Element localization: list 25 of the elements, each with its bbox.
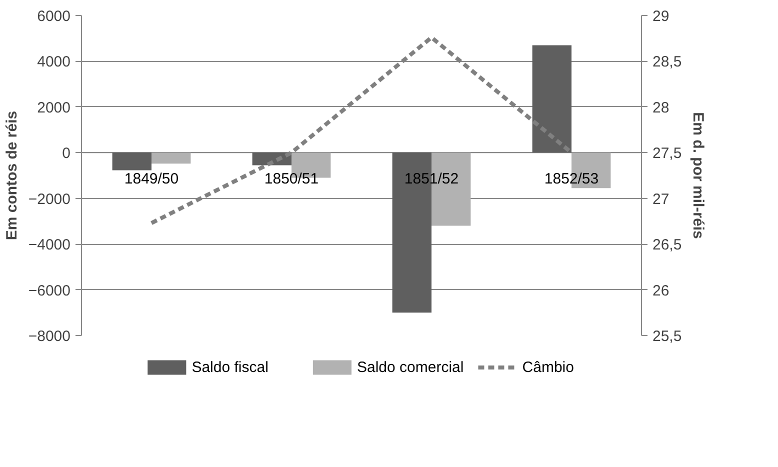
x-tick-label: 1851/52	[404, 170, 459, 188]
y2-tick-label: 26	[652, 282, 670, 300]
x-tick-label: 1850/51	[264, 170, 319, 188]
y2-tick-label: 28,5	[652, 54, 682, 71]
y-tick-label: −2000	[28, 190, 71, 208]
x-tick-label: 1849/50	[124, 170, 179, 188]
y-tick-label: 2000	[37, 99, 71, 116]
y2-tick-label: 26,5	[652, 236, 682, 254]
y-tick-label: 6000	[37, 8, 71, 25]
legend-label: Saldo comercial	[357, 359, 464, 376]
y2-tick-label: 27	[652, 190, 670, 208]
y2-axis-title: Em d. por mil-réis	[690, 112, 707, 239]
y2-tick-label: 27,5	[652, 145, 682, 162]
y-tick-label: 4000	[37, 54, 71, 71]
y-axis-title: Em contos de réis	[3, 110, 20, 240]
y-tick-label: −8000	[28, 328, 71, 345]
y-tick-label: −6000	[28, 282, 71, 300]
y2-tick-label: 25,5	[652, 328, 682, 345]
legend-label: Saldo fiscal	[192, 359, 268, 376]
x-tick-label: 1852/53	[544, 170, 599, 188]
y-tick-label: −4000	[28, 236, 71, 254]
y2-tick-label: 28	[652, 99, 670, 116]
y-tick-label: 0	[62, 145, 70, 162]
y2-tick-label: 29	[652, 8, 670, 25]
legend-label: Câmbio	[522, 359, 574, 376]
